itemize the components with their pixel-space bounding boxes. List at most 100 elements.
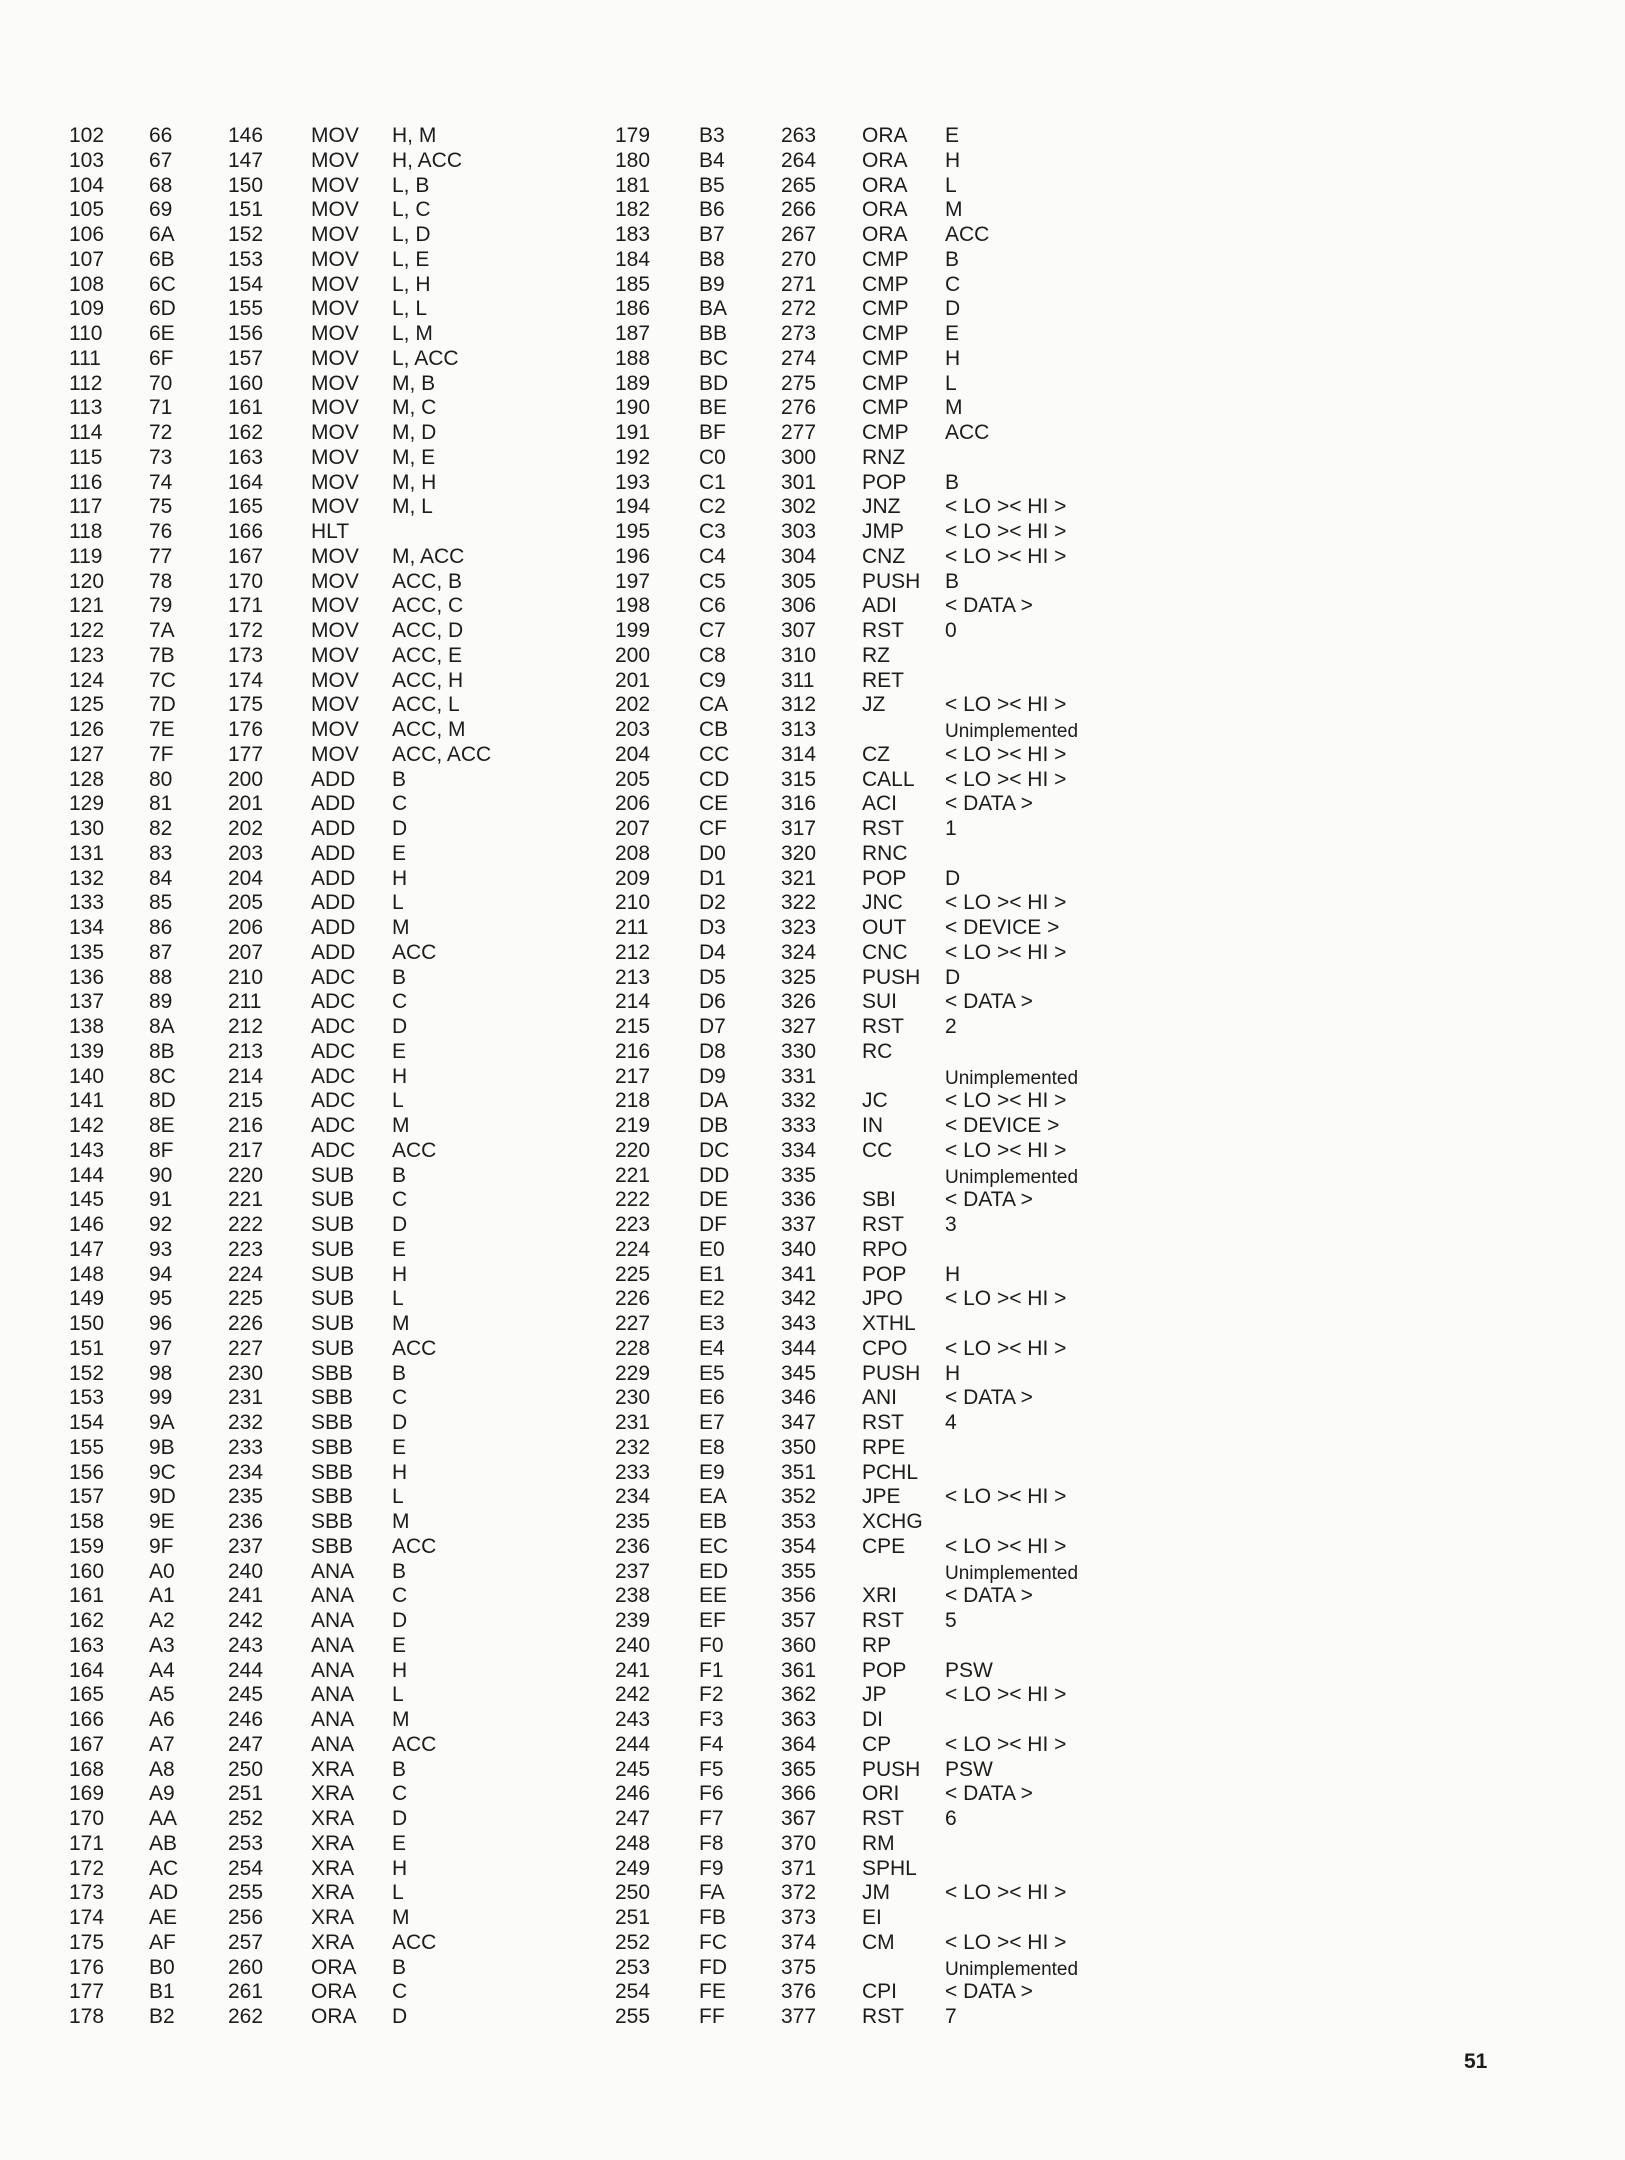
decimal-cell: 197 [615,569,651,593]
hex-cell: C0 [699,445,726,469]
octal-cell: 333 [781,1114,817,1137]
mnemonic-cell: SBB [311,1435,354,1459]
decimal-cell: 117 [69,495,103,519]
mnemonic-cell: MOV [311,693,359,717]
octal-cell: 224 [228,1262,264,1286]
operand-cell: M [392,1114,410,1137]
operand-cell: ACC [392,1336,437,1360]
hex-cell: 86 [149,916,173,939]
decimal-cell: 143 [69,1138,105,1162]
octal-cell: 373 [781,1906,817,1929]
decimal-cell: 163 [69,1633,105,1657]
octal-cell: 304 [781,544,817,568]
octal-cell: 277 [781,421,817,444]
operand-cell: D [945,297,961,321]
hex-cell: 93 [149,1237,173,1261]
octal-cell: 337 [781,1213,817,1236]
hex-cell: F5 [699,1757,724,1781]
decimal-cell: 118 [69,520,103,543]
decimal-cell: 202 [615,693,651,717]
hex-cell: 68 [149,173,173,197]
mnemonic-cell: XRA [311,1856,355,1880]
hex-cell: 89 [149,990,173,1014]
operand-cell: < DATA > [945,594,1033,618]
hex-cell: C3 [699,520,726,543]
operand-cell: H [945,1361,961,1385]
octal-cell: 317 [781,817,817,840]
decimal-cell: 137 [69,990,105,1014]
hex-cell: B5 [699,173,725,197]
octal-cell: 344 [781,1336,817,1360]
octal-cell: 372 [781,1881,817,1905]
decimal-cell: 176 [69,1955,105,1979]
mnemonic-cell: RET [862,668,904,692]
hex-cell: F1 [699,1658,724,1682]
operand-cell: < DATA > [945,1584,1033,1608]
hex-cell: A1 [149,1584,175,1608]
mnemonic-cell: RC [862,1039,893,1063]
decimal-cell: 245 [615,1757,651,1781]
operand-cell: < LO >< HI > [945,940,1067,964]
octal-cell: 345 [781,1361,817,1385]
hex-cell: 95 [149,1287,173,1311]
mnemonic-cell: SBB [311,1361,354,1385]
hex-cell: 8C [149,1064,176,1088]
operand-cell: ACC, D [392,619,464,642]
operand-cell: C [392,1782,408,1806]
octal-cell: 324 [781,940,817,964]
octal-cell: 220 [228,1163,264,1187]
decimal-cell: 208 [615,841,651,865]
hex-cell: A8 [149,1757,175,1781]
mnemonic-cell: CMP [862,247,909,271]
decimal-cell: 112 [69,371,103,395]
decimal-cell: 177 [69,1980,105,2004]
hex-cell: F8 [699,1831,724,1855]
octal-cell: 232 [228,1411,264,1434]
decimal-cell: 233 [615,1460,651,1484]
octal-cell: 214 [228,1064,264,1088]
octal-cell: 163 [228,445,264,469]
hex-cell: 72 [149,421,173,444]
decimal-cell: 108 [69,272,105,296]
hex-cell: B2 [149,2005,175,2028]
mnemonic-cell: RST [862,619,904,642]
mnemonic-cell: SBB [311,1510,354,1533]
mnemonic-cell: CMP [862,371,909,395]
octal-cell: 261 [228,1980,264,2004]
hex-cell: F6 [699,1782,724,1806]
octal-cell: 151 [228,198,264,222]
operand-cell: 4 [945,1411,957,1434]
operand-cell: ACC, ACC [392,742,492,766]
mnemonic-cell: PUSH [862,965,921,989]
hex-cell: D2 [699,891,726,915]
hex-cell: F4 [699,1732,724,1756]
decimal-cell: 115 [69,445,103,469]
mnemonic-cell: SBB [311,1386,354,1410]
octal-cell: 222 [228,1213,264,1236]
octal-cell: 260 [228,1955,264,1979]
operand-cell: C [392,792,408,816]
decimal-cell: 220 [615,1138,651,1162]
mnemonic-cell: SUB [311,1213,355,1236]
decimal-cell: 217 [615,1064,651,1088]
operand-cell: ACC, M [392,718,466,741]
mnemonic-cell: MOV [311,322,359,345]
operand-cell: L [392,891,404,915]
mnemonic-cell: JPO [862,1287,903,1311]
decimal-cell: 142 [69,1114,105,1137]
hex-cell: CF [699,817,727,840]
hex-cell: B0 [149,1955,175,1979]
hex-cell: 66 [149,124,173,147]
mnemonic-cell: XRA [311,1881,355,1905]
decimal-cell: 164 [69,1658,105,1682]
hex-cell: A5 [149,1683,175,1707]
decimal-cell: 109 [69,297,105,321]
octal-cell: 264 [781,148,817,172]
mnemonic-cell: ADC [311,1039,356,1063]
hex-cell: D1 [699,866,726,890]
hex-cell: C6 [699,594,726,618]
hex-cell: CD [699,767,730,791]
decimal-cell: 168 [69,1757,105,1781]
octal-cell: 165 [228,495,264,519]
octal-cell: 204 [228,866,264,890]
